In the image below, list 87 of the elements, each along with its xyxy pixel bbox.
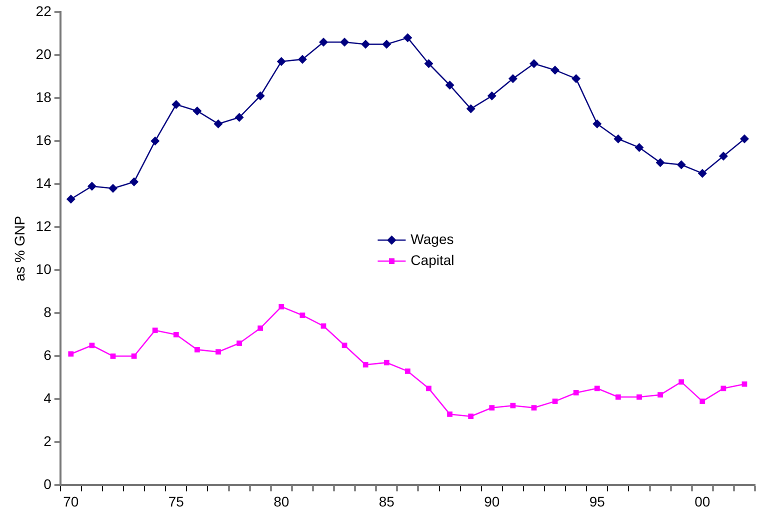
x-tick-label: 95 — [589, 493, 606, 510]
point — [656, 158, 665, 168]
point — [592, 119, 602, 128]
x-tick-label: 90 — [484, 493, 500, 510]
point — [700, 398, 706, 404]
point — [318, 38, 328, 47]
y-tick-label: 10 — [36, 260, 52, 277]
point — [487, 91, 496, 100]
x-tick-label: 70 — [63, 493, 79, 510]
point — [256, 91, 265, 100]
y-axis-title: as % GNP — [11, 216, 28, 282]
y-tick-label: 16 — [36, 132, 52, 148]
point — [572, 74, 581, 84]
point — [718, 152, 728, 161]
point — [573, 390, 579, 396]
point — [340, 38, 350, 47]
point — [426, 386, 432, 392]
point — [130, 177, 139, 186]
point — [298, 54, 307, 64]
point — [531, 405, 537, 410]
point — [529, 59, 538, 68]
point — [740, 134, 749, 144]
point — [678, 379, 684, 385]
point — [300, 312, 306, 318]
point — [192, 106, 202, 116]
point — [150, 136, 160, 146]
point — [131, 353, 137, 359]
y-tick-label: 2 — [44, 433, 52, 450]
point — [742, 381, 748, 387]
y-tick-label: 8 — [44, 304, 52, 320]
x-tick-label: 80 — [274, 493, 290, 510]
y-tick-label: 14 — [36, 174, 52, 191]
point — [594, 386, 600, 392]
point — [720, 386, 726, 392]
point — [361, 40, 370, 49]
x-tick-label: 85 — [378, 493, 395, 510]
point — [447, 412, 452, 417]
point — [634, 143, 644, 152]
y-tick-label: 20 — [36, 46, 52, 62]
point — [110, 353, 116, 359]
point — [173, 332, 179, 338]
point — [508, 74, 518, 84]
point — [403, 33, 412, 42]
point — [108, 184, 118, 193]
point — [214, 119, 223, 128]
point — [658, 392, 663, 398]
point — [614, 134, 623, 144]
legend-label: Capital — [410, 252, 454, 268]
point — [382, 40, 392, 49]
point — [466, 104, 476, 114]
point — [636, 394, 642, 400]
y-tick-label: 18 — [36, 88, 52, 105]
legend-label: Wages — [410, 230, 454, 247]
point — [172, 100, 181, 109]
y-tick-label: 0 — [44, 476, 52, 492]
point — [66, 194, 76, 204]
point — [362, 362, 368, 368]
point — [510, 402, 516, 408]
point — [87, 182, 96, 191]
point — [342, 342, 348, 348]
y-tick-label: 6 — [44, 347, 52, 364]
point — [276, 56, 286, 66]
point — [468, 414, 474, 420]
point — [89, 342, 95, 348]
point — [445, 80, 454, 90]
point — [552, 398, 558, 404]
point — [424, 59, 434, 68]
y-tick-label: 22 — [36, 2, 52, 19]
point — [278, 304, 284, 310]
point — [676, 160, 686, 170]
point — [152, 328, 158, 334]
x-tick-label: 00 — [694, 493, 710, 510]
point — [234, 112, 244, 122]
y-tick-label: 4 — [44, 390, 52, 406]
y-tick-label: 12 — [36, 218, 52, 234]
point — [194, 347, 200, 352]
point — [216, 349, 221, 355]
point — [384, 360, 390, 366]
point — [68, 351, 74, 357]
point — [489, 405, 495, 410]
point — [615, 394, 621, 400]
x-tick-label: 75 — [168, 493, 184, 510]
point — [405, 368, 410, 374]
point — [550, 66, 560, 75]
point — [236, 340, 242, 346]
point — [698, 168, 707, 178]
point — [258, 325, 264, 331]
